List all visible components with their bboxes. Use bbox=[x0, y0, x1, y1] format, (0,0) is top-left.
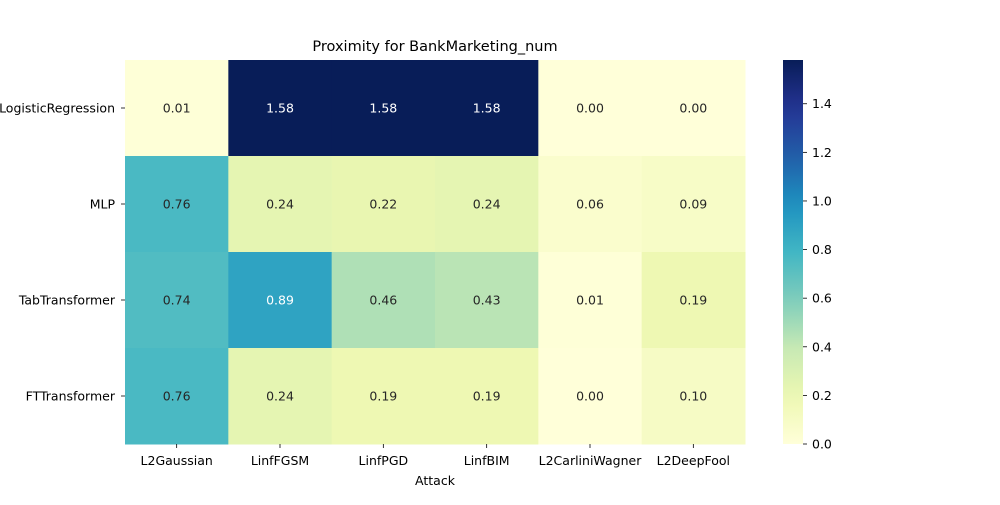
heatmap-cell-label-r3-c3: 0.19 bbox=[473, 389, 501, 404]
heatmap-cell-r1-c0 bbox=[125, 156, 229, 253]
heatmap-cell-r2-c0 bbox=[125, 252, 229, 349]
heatmap-cell-r3-c4 bbox=[538, 348, 643, 445]
heatmap-cell-r3-c3 bbox=[435, 348, 539, 445]
heatmap-cell-r3-c5 bbox=[641, 348, 746, 445]
heatmap-cell-label-r1-c4: 0.06 bbox=[576, 197, 604, 212]
heatmap-cell-label-r3-c2: 0.19 bbox=[369, 389, 397, 404]
x-tick-label-3: LinfBIM bbox=[464, 453, 510, 468]
heatmap-cell-r1-c2 bbox=[331, 156, 436, 253]
heatmap-cell-label-r1-c1: 0.24 bbox=[266, 197, 294, 212]
heatmap-cell-label-r0-c2: 1.58 bbox=[369, 101, 397, 116]
heatmap-cell-r0-c2 bbox=[331, 60, 436, 157]
heatmap-cell-r1-c1 bbox=[228, 156, 333, 253]
heatmap-cell-label-r1-c3: 0.24 bbox=[473, 197, 501, 212]
colorbar-tick-label-6: 1.2 bbox=[812, 145, 832, 160]
heatmap-cell-label-r0-c1: 1.58 bbox=[266, 101, 294, 116]
colorbar-tick-label-2: 0.4 bbox=[812, 339, 832, 354]
colorbar-tick-label-5: 1.0 bbox=[812, 193, 832, 208]
heatmap-cells bbox=[125, 60, 746, 445]
heatmap-cell-label-r3-c1: 0.24 bbox=[266, 389, 294, 404]
heatmap-cell-label-r3-c5: 0.10 bbox=[679, 389, 707, 404]
heatmap-cell-label-r2-c3: 0.43 bbox=[473, 293, 501, 308]
heatmap-cell-r0-c0 bbox=[125, 60, 229, 157]
y-tick-label-3: FTTransformer bbox=[26, 389, 116, 404]
heatmap-cell-label-r2-c0: 0.74 bbox=[163, 293, 191, 308]
heatmap-cell-r2-c1 bbox=[228, 252, 333, 349]
colorbar-tick-label-7: 1.4 bbox=[812, 96, 832, 111]
y-tick-label-0: LogisticRegression bbox=[0, 101, 115, 116]
heatmap-cell-label-r0-c3: 1.58 bbox=[473, 101, 501, 116]
colorbar-tick-label-0: 0.0 bbox=[812, 437, 832, 452]
heatmap-cell-label-r0-c4: 0.00 bbox=[576, 101, 604, 116]
heatmap-cell-labels: 0.01 1.58 1.58 1.58 0.00 0.00 0.76 0.24 0.22 0.24… bbox=[163, 101, 708, 404]
colorbar-tick-label-4: 0.8 bbox=[812, 242, 832, 257]
heatmap-cell-label-r0-c0: 0.01 bbox=[163, 101, 191, 116]
x-axis: L2Gaussian LinfFGSM LinfPGD LinfBIM L2Carlin… bbox=[141, 444, 730, 468]
heatmap-cell-label-r1-c0: 0.76 bbox=[163, 197, 191, 212]
heatmap-cell-label-r1-c2: 0.22 bbox=[369, 197, 397, 212]
heatmap-cell-r1-c4 bbox=[538, 156, 643, 253]
heatmap-cell-label-r2-c4: 0.01 bbox=[576, 293, 604, 308]
heatmap-cell-r0-c1 bbox=[228, 60, 333, 157]
x-tick-label-1: LinfFGSM bbox=[251, 453, 309, 468]
y-tick-label-2: TabTransformer bbox=[18, 293, 116, 308]
heatmap-cell-label-r3-c4: 0.00 bbox=[576, 389, 604, 404]
colorbar-gradient bbox=[783, 60, 803, 444]
x-tick-label-0: L2Gaussian bbox=[141, 453, 213, 468]
heatmap-cell-label-r1-c5: 0.09 bbox=[679, 197, 707, 212]
heatmap-cell-r3-c0 bbox=[125, 348, 229, 445]
colorbar: 0.0 0.2 0.4 0.6 0.8 1.0 1.2 1.4 bbox=[783, 60, 832, 452]
x-tick-label-5: L2DeepFool bbox=[657, 453, 730, 468]
heatmap-cell-label-r2-c2: 0.46 bbox=[369, 293, 397, 308]
x-tick-label-2: LinfPGD bbox=[359, 453, 409, 468]
heatmap-cell-r2-c4 bbox=[538, 252, 643, 349]
heatmap-cell-r1-c5 bbox=[641, 156, 746, 253]
x-tick-label-4: L2CarliniWagner bbox=[539, 453, 643, 468]
y-tick-label-1: MLP bbox=[90, 197, 116, 212]
heatmap-cell-label-r2-c1: 0.89 bbox=[266, 293, 294, 308]
y-axis: LogisticRegression MLP TabTransformer FTTra… bbox=[0, 101, 125, 404]
colorbar-tick-label-1: 0.2 bbox=[812, 388, 832, 403]
heatmap-cell-r0-c4 bbox=[538, 60, 643, 157]
heatmap-cell-r2-c5 bbox=[641, 252, 746, 349]
x-axis-label: Attack bbox=[415, 473, 456, 488]
heatmap-cell-label-r3-c0: 0.76 bbox=[163, 389, 191, 404]
heatmap-cell-r2-c2 bbox=[331, 252, 436, 349]
heatmap-cell-label-r0-c5: 0.00 bbox=[679, 101, 707, 116]
heatmap-cell-r3-c1 bbox=[228, 348, 333, 445]
heatmap-cell-r2-c3 bbox=[435, 252, 539, 349]
heatmap-cell-label-r2-c5: 0.19 bbox=[679, 293, 707, 308]
heatmap-cell-r0-c5 bbox=[641, 60, 746, 157]
colorbar-tick-label-3: 0.6 bbox=[812, 291, 832, 306]
heatmap-cell-r1-c3 bbox=[435, 156, 539, 253]
chart-title: Proximity for BankMarketing_num bbox=[312, 39, 557, 55]
heatmap-cell-r3-c2 bbox=[331, 348, 436, 445]
heatmap-cell-r0-c3 bbox=[435, 60, 539, 157]
